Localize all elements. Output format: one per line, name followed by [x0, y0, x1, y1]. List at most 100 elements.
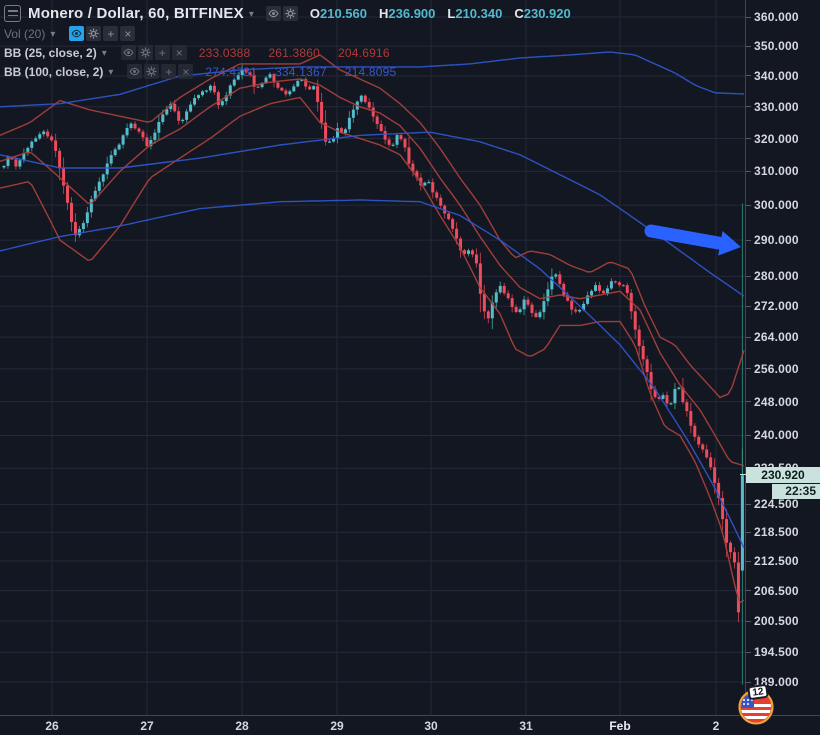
indicator-label[interactable]: BB (25, close, 2)	[4, 45, 97, 60]
open-label: O	[309, 5, 320, 21]
arrow-annotation-head[interactable]	[718, 231, 741, 256]
price-tick-mark	[746, 681, 751, 683]
price-tick-mark	[746, 106, 751, 108]
price-tick-label: 290.000	[754, 233, 799, 248]
close-icon[interactable]: ×	[171, 45, 187, 60]
time-axis[interactable]: 26 27 28 29 30 31 Feb 2	[0, 715, 820, 735]
price-tick-label: 310.000	[754, 164, 799, 179]
eye-icon[interactable]	[69, 26, 85, 41]
last-price-label: 230.920	[740, 467, 820, 484]
price-tick-label: 350.000	[754, 39, 799, 54]
price-tick-mark	[746, 368, 751, 370]
price-tick-mark	[746, 170, 751, 172]
price-tick-label: 272.000	[754, 299, 799, 314]
candles	[2, 64, 744, 623]
open-value: 210.560	[320, 5, 367, 21]
close-icon[interactable]: ×	[120, 26, 136, 41]
price-tick-label: 340.000	[754, 68, 799, 83]
band-bb100_basis[interactable]	[0, 131, 745, 297]
price-tick-mark	[746, 305, 751, 307]
price-tick-mark	[746, 531, 751, 533]
high-label: H	[379, 5, 389, 21]
gear-icon[interactable]	[144, 64, 160, 79]
time-tick-label: 2	[712, 719, 720, 733]
indicator-label[interactable]: BB (100, close, 2)	[4, 64, 104, 79]
symbol-title[interactable]: Monero / Dollar, 60, BITFINEX	[28, 4, 244, 22]
site-logo[interactable]: 12	[735, 683, 781, 728]
band-bb100_upper[interactable]	[0, 51, 745, 108]
eye-icon[interactable]	[127, 64, 143, 79]
eye-icon[interactable]	[265, 5, 281, 21]
bb25-values: 233.0388 261.3860 204.6916	[198, 45, 390, 60]
symbol-row: Monero / Dollar, 60, BITFINEX ▾ O210.560…	[4, 2, 583, 24]
close-value: 230.920	[523, 5, 571, 21]
price-tick-mark	[746, 275, 751, 277]
gear-icon[interactable]	[86, 26, 102, 41]
band-bb100_lower[interactable]	[0, 199, 745, 549]
add-icon[interactable]: +	[103, 26, 119, 41]
price-tick-label: 360.000	[754, 10, 799, 24]
price-tick-mark	[746, 45, 751, 47]
price-tick-label: 300.000	[754, 198, 799, 213]
chevron-down-icon[interactable]: ▾	[50, 29, 56, 40]
price-tick-label: 218.500	[754, 525, 799, 540]
close-icon[interactable]: ×	[178, 64, 194, 79]
chart-legend: Monero / Dollar, 60, BITFINEX ▾ O210.560…	[4, 2, 583, 81]
price-tick-mark	[746, 434, 751, 436]
price-chart[interactable]	[0, 0, 745, 715]
price-tick-mark	[746, 590, 751, 592]
price-tick-mark	[746, 560, 751, 562]
price-tick-mark	[746, 651, 751, 653]
gear-icon[interactable]	[137, 45, 153, 60]
band-bb25_upper[interactable]	[0, 54, 745, 399]
indicator-row-bb25: BB (25, close, 2) ▾ + × 233.0388 261.3860…	[4, 43, 583, 62]
price-tick-label: 280.000	[754, 269, 799, 284]
price-tick-mark	[746, 204, 751, 206]
price-tick-label: 194.500	[754, 645, 799, 660]
band-bb25_basis[interactable]	[0, 78, 745, 467]
low-value: 210.340	[455, 5, 503, 21]
time-tick-label: 26	[45, 719, 59, 733]
add-icon[interactable]: +	[161, 64, 177, 79]
price-tick-label: 224.500	[754, 497, 799, 512]
time-tick-label: 27	[140, 719, 154, 733]
price-tick-label: 200.500	[754, 614, 799, 629]
high-value: 236.900	[388, 5, 436, 21]
time-tick-label: 30	[424, 719, 438, 733]
flag-logo-icon	[738, 689, 774, 725]
band-bb25_lower[interactable]	[0, 96, 745, 604]
indicator-row-bb100: BB (100, close, 2) ▾ + × 274.4731 334.136…	[4, 62, 583, 81]
price-tick-label: 206.500	[754, 583, 799, 598]
arrow-annotation[interactable]	[644, 224, 725, 250]
price-tick-mark	[746, 75, 751, 77]
eye-icon[interactable]	[120, 45, 136, 60]
indicator-row-volume: Vol (20) ▾ + ×	[4, 24, 583, 43]
price-tick-mark	[746, 16, 751, 18]
bar-countdown: 22:35	[772, 484, 820, 500]
price-tick-label: 256.000	[754, 361, 799, 376]
chevron-down-icon[interactable]: ▾	[248, 8, 254, 20]
time-tick-label: Feb	[609, 719, 631, 733]
ohlc-readout: O210.560 H236.900 L210.340 C230.920	[310, 6, 583, 21]
chevron-down-icon[interactable]: ▾	[108, 67, 114, 78]
chevron-down-icon[interactable]: ▾	[101, 48, 107, 59]
bb100-values: 274.4731 334.1367 214.8095	[205, 64, 397, 79]
low-label: L	[447, 5, 456, 21]
price-axis[interactable]: 360.000 350.000 340.000 330.000 320.000 310.0…	[745, 0, 820, 715]
price-tick-mark	[746, 336, 751, 338]
price-tick-mark	[746, 620, 751, 622]
price-tick-label: 212.500	[754, 554, 799, 569]
gear-icon[interactable]	[282, 5, 298, 21]
time-tick-label: 29	[330, 719, 344, 733]
price-tick-label: 240.000	[754, 428, 799, 443]
price-tick-mark	[746, 401, 751, 403]
indicator-label[interactable]: Vol (20)	[4, 26, 46, 41]
add-icon[interactable]: +	[154, 45, 170, 60]
price-tick-mark	[746, 503, 751, 505]
price-tick-mark	[746, 138, 751, 140]
menu-icon[interactable]	[4, 4, 21, 22]
close-label: C	[514, 5, 524, 21]
price-tick-label: 320.000	[754, 131, 799, 146]
time-tick-label: 31	[519, 719, 533, 733]
